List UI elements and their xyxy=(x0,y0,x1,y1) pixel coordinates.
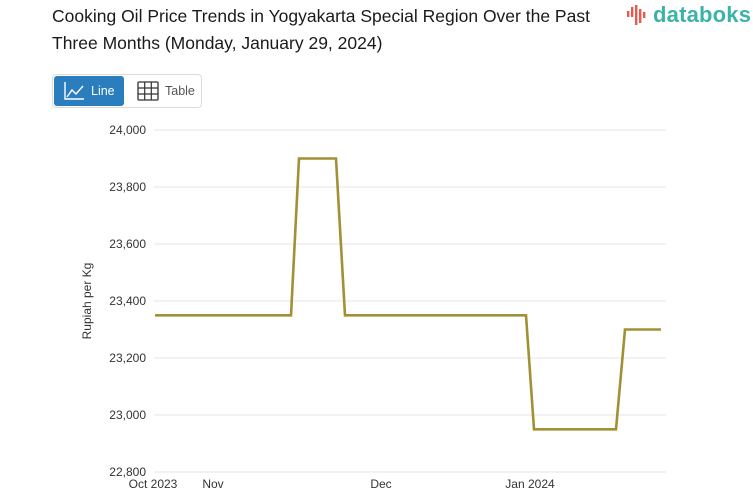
y-tick: 23,600 xyxy=(109,237,146,251)
x-tick: Dec xyxy=(370,477,391,491)
y-tick: 22,800 xyxy=(109,465,146,479)
x-tick: Nov xyxy=(202,477,223,491)
table-grid-icon xyxy=(137,81,159,101)
line-view-button[interactable]: Line xyxy=(54,76,124,106)
bar-signal-icon xyxy=(627,5,646,25)
table-view-button[interactable]: Table xyxy=(125,75,195,107)
databoks-logo[interactable]: databoks xyxy=(626,2,751,28)
y-tick: 23,400 xyxy=(109,294,146,308)
grid-lines xyxy=(154,129,666,473)
line-label: Line xyxy=(91,84,115,98)
x-tick: Jan 2024 xyxy=(505,477,555,491)
view-toggle: Line Table xyxy=(52,74,202,108)
y-tick: 23,200 xyxy=(109,351,146,365)
y-tick: 23,000 xyxy=(109,408,146,422)
logo-text: databoks xyxy=(653,2,752,27)
y-tick: 24,000 xyxy=(109,123,146,137)
y-axis-labels: 24,000 23,800 23,600 23,400 23,200 23,00… xyxy=(109,123,146,479)
y-tick: 23,800 xyxy=(109,180,146,194)
table-label: Table xyxy=(165,84,195,98)
price-series-line[interactable] xyxy=(155,157,661,431)
chart-title: Cooking Oil Price Trends in Yogyakarta S… xyxy=(52,6,590,53)
y-axis-title: Rupiah per Kg xyxy=(80,263,94,340)
x-axis-labels: Oct 2023 Nov Dec Jan 2024 xyxy=(129,477,555,491)
x-tick: Oct 2023 xyxy=(129,477,178,491)
line-chart-icon xyxy=(64,82,84,100)
